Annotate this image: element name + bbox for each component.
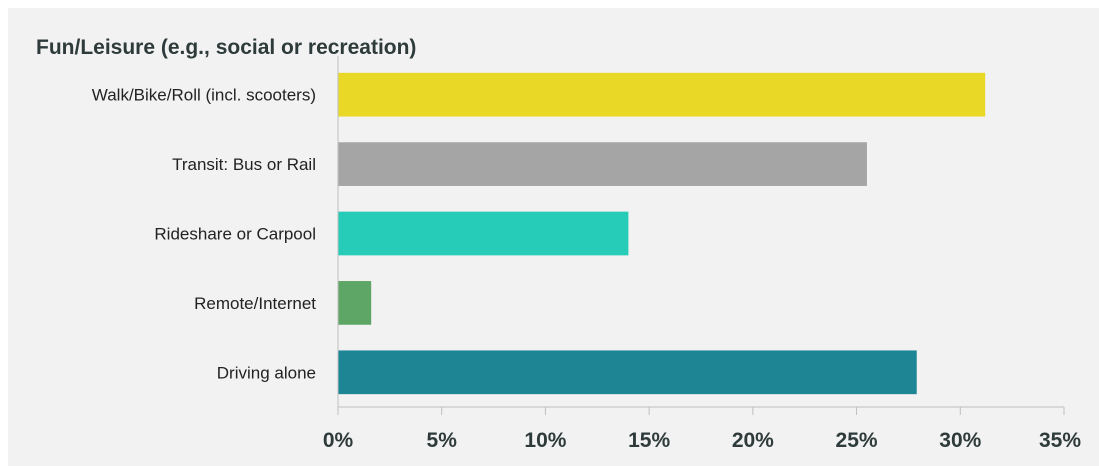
bar-1 [338, 72, 986, 117]
bar-3 [338, 211, 629, 256]
x-tick-label: 0% [323, 429, 354, 452]
category-label: Driving alone [217, 363, 316, 382]
category-labels: Walk/Bike/Roll (incl. scooters) Transit: … [92, 86, 316, 383]
x-tick-label: 25% [836, 429, 878, 452]
x-tick-label: 20% [732, 429, 774, 452]
x-tick-label: 10% [524, 429, 566, 452]
category-label: Walk/Bike/Roll (incl. scooters) [92, 86, 316, 105]
x-tick-label: 30% [939, 429, 981, 452]
bar-4 [338, 281, 372, 325]
x-tick-label: 35% [1039, 429, 1081, 452]
chart-title: Fun/Leisure (e.g., social or recreation) [36, 36, 416, 59]
x-tick-label: 5% [427, 429, 458, 452]
bar-5 [338, 350, 917, 395]
category-label: Remote/Internet [194, 294, 316, 313]
category-label: Transit: Bus or Rail [172, 155, 316, 174]
bars-group [338, 72, 986, 395]
category-label: Rideshare or Carpool [154, 225, 316, 244]
x-axis-ticks: 0% 5% 10% 15% 20% 25% 30% 35% [323, 407, 1081, 452]
bar-2 [338, 142, 867, 186]
x-tick-label: 15% [628, 429, 670, 452]
